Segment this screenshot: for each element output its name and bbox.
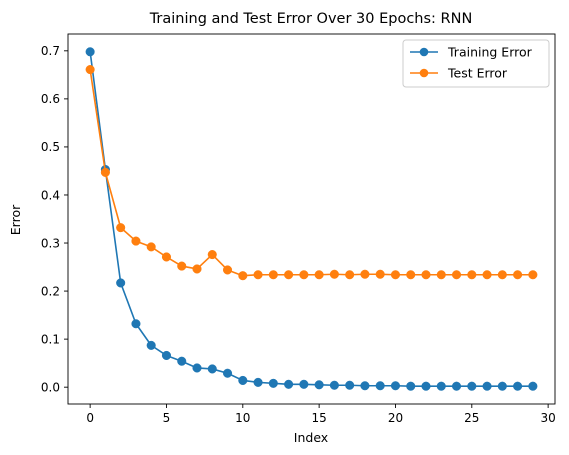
data-point [390, 381, 401, 391]
data-point [314, 380, 324, 390]
legend: Training Error Test Error [402, 39, 550, 88]
y-tick-label: 0.0 [41, 380, 60, 394]
x-tick-label: 5 [163, 411, 171, 425]
x-tick-label: 15 [311, 411, 326, 425]
data-point [161, 350, 172, 361]
data-point [177, 261, 187, 271]
x-tick-label: 10 [235, 411, 250, 425]
x-tick-label: 0 [86, 411, 94, 425]
data-point [161, 252, 172, 262]
data-point [528, 381, 538, 391]
chart-title: Training and Test Error Over 30 Epochs: … [149, 11, 473, 27]
data-point [451, 381, 462, 391]
x-tick-label: 30 [540, 411, 555, 425]
data-point [329, 380, 339, 390]
data-point [222, 265, 233, 275]
data-point [253, 270, 263, 280]
y-tick-label: 0.7 [41, 44, 60, 58]
data-point [85, 65, 95, 75]
data-point [268, 270, 278, 280]
data-point [85, 47, 95, 57]
data-point [345, 270, 355, 280]
legend-label: Test Error [447, 66, 508, 81]
data-point [451, 270, 462, 280]
data-point [100, 167, 110, 177]
x-axis-label: Index [294, 430, 328, 445]
data-point [116, 223, 126, 233]
x-tick-label: 20 [388, 411, 403, 425]
y-tick-label: 0.5 [41, 140, 60, 154]
data-point [192, 264, 202, 274]
data-point [467, 270, 477, 280]
data-point [497, 381, 507, 391]
data-point [207, 250, 217, 260]
legend-label: Training Error [447, 45, 533, 60]
data-point [192, 363, 202, 373]
axes-frame [67, 33, 556, 405]
plot-area [85, 47, 538, 391]
y-axis-label: Error [8, 204, 23, 235]
data-point [467, 381, 477, 391]
legend-marker [419, 47, 429, 57]
data-point [436, 381, 446, 391]
data-point [375, 269, 385, 279]
data-point [238, 375, 248, 386]
data-point [421, 381, 431, 391]
data-point [207, 364, 217, 374]
data-point [116, 278, 126, 288]
data-point [390, 270, 401, 280]
data-point [528, 270, 538, 280]
data-point [268, 378, 278, 388]
data-point [284, 379, 294, 389]
data-point [406, 270, 416, 280]
data-point [299, 270, 309, 280]
data-point [436, 270, 446, 280]
legend-box [402, 39, 550, 88]
data-point [238, 271, 248, 281]
x-tick-label: 25 [464, 411, 479, 425]
y-tick-label: 0.6 [41, 92, 60, 106]
data-point [177, 356, 187, 366]
data-point [146, 340, 156, 350]
data-point [360, 381, 370, 391]
data-point [482, 270, 492, 280]
y-tick-label: 0.2 [41, 284, 60, 298]
data-point [284, 270, 294, 280]
data-point [513, 381, 523, 391]
data-point [253, 377, 263, 387]
data-point [360, 269, 370, 279]
data-point [513, 270, 523, 280]
data-point [299, 379, 309, 389]
data-point [375, 381, 385, 391]
data-point [497, 270, 507, 280]
data-point [421, 270, 431, 280]
data-point [482, 381, 492, 391]
data-point [222, 368, 233, 378]
y-tick-label: 0.4 [41, 188, 60, 202]
legend-marker [419, 68, 429, 78]
y-tick-label: 0.3 [41, 236, 60, 250]
data-point [131, 319, 141, 329]
data-point [146, 242, 156, 252]
data-point [314, 270, 324, 280]
data-point [406, 381, 416, 391]
data-point [345, 380, 355, 390]
y-tick-label: 0.1 [41, 332, 60, 346]
data-point [131, 236, 141, 246]
data-point [329, 269, 339, 279]
